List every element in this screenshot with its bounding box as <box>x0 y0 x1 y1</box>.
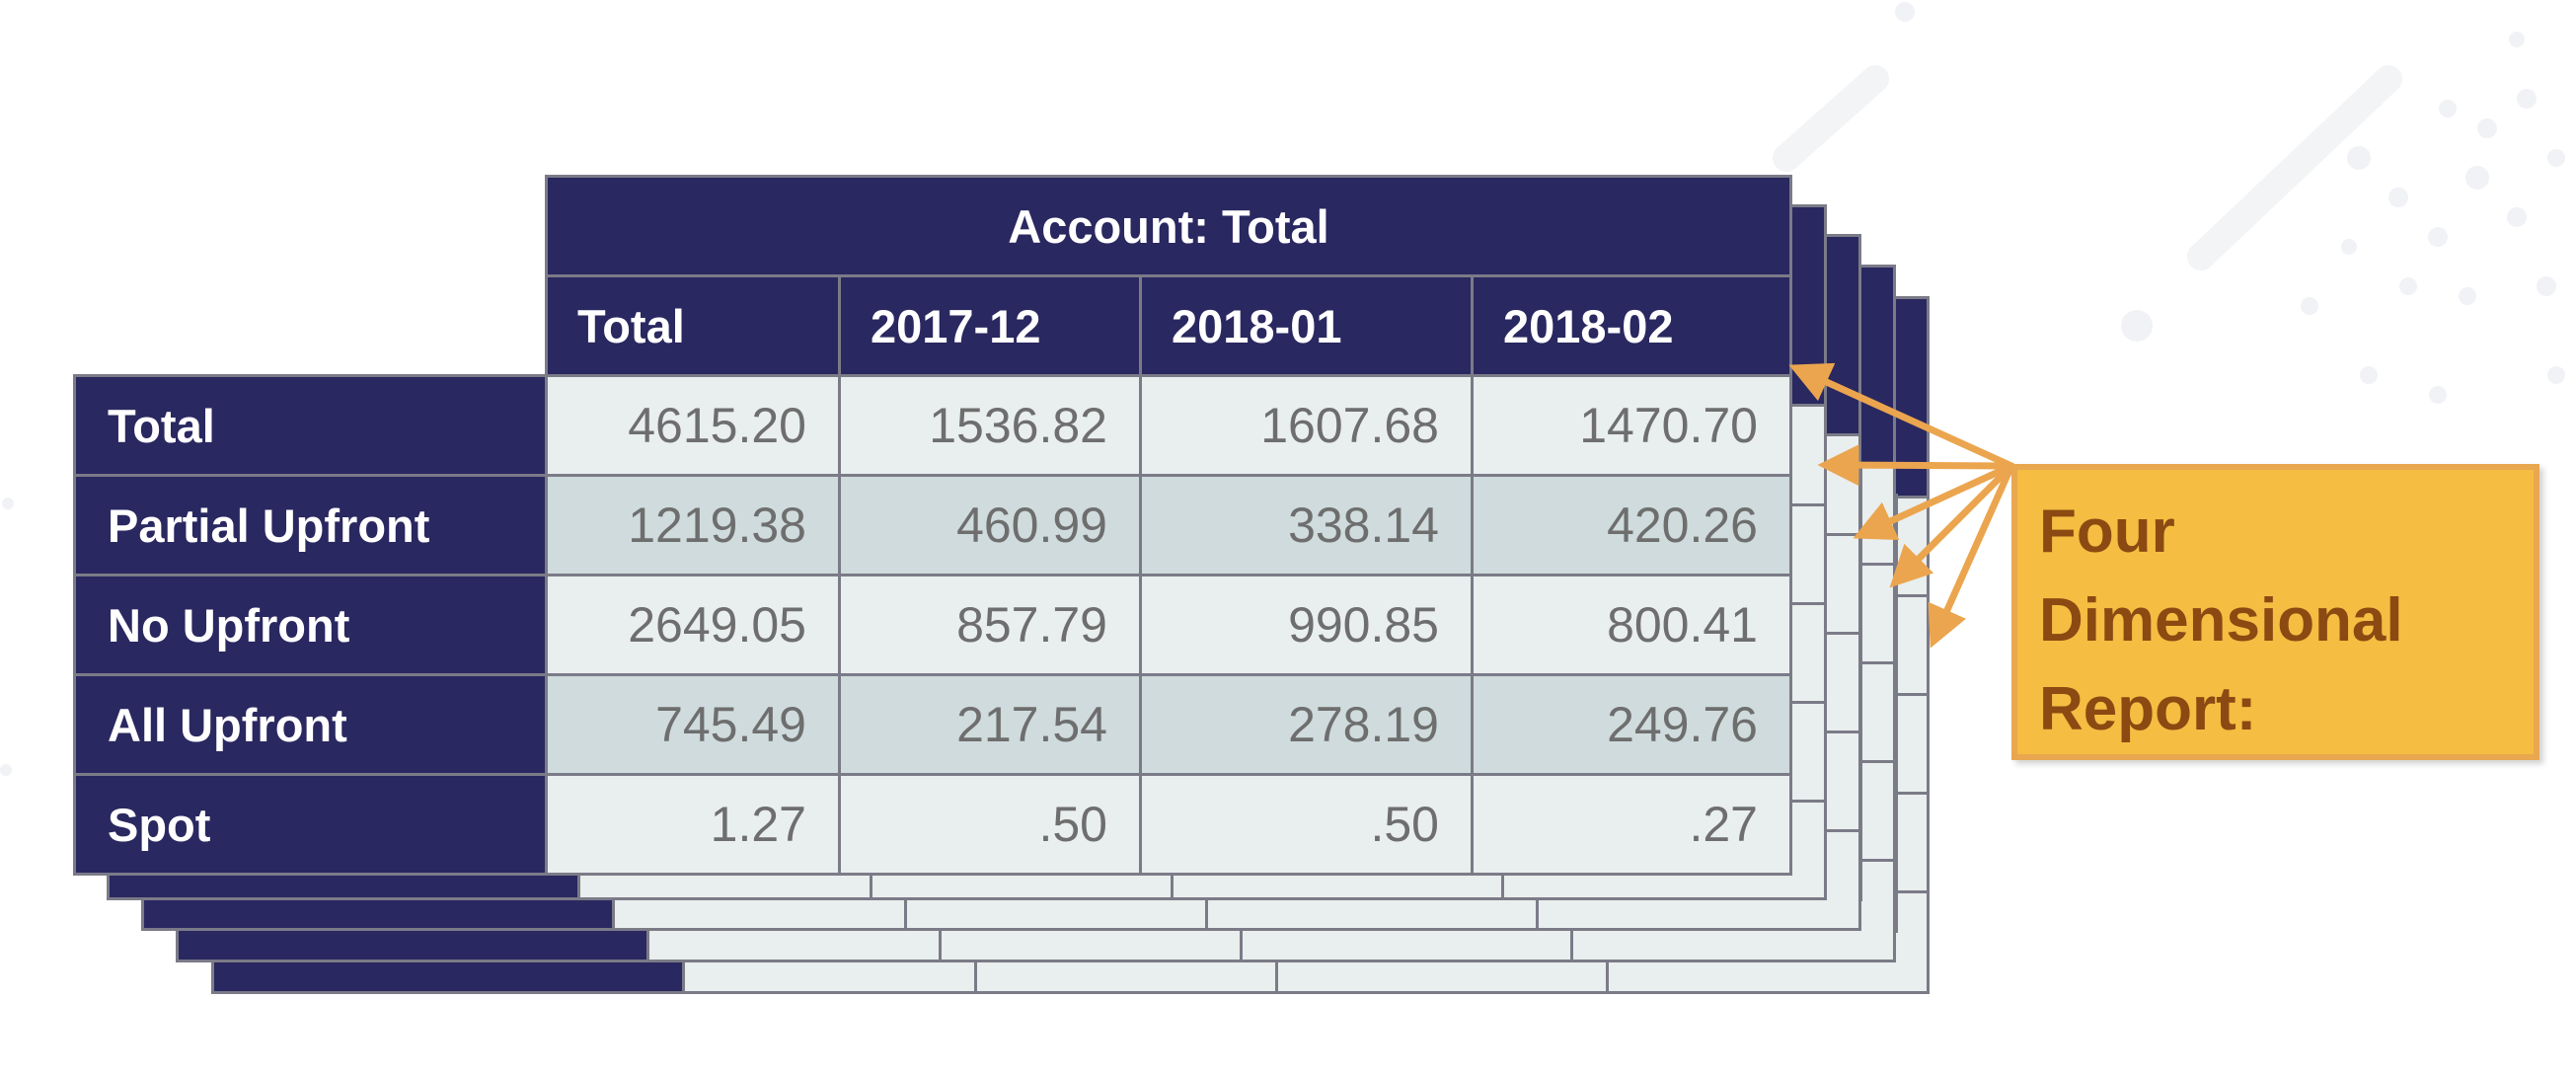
column-header: 2018-01 <box>1139 274 1474 377</box>
table-cell: 1536.82 <box>838 374 1142 477</box>
table-cell: 990.85 <box>1139 574 1474 676</box>
row-header: All Upfront <box>73 673 548 776</box>
table-cell: .50 <box>1139 773 1474 876</box>
annotation-label: Four Dimensional Report: <box>2039 498 2403 743</box>
table-cell: 745.49 <box>545 673 841 776</box>
column-header: 2017-12 <box>838 274 1142 377</box>
table-cell: 857.79 <box>838 574 1142 676</box>
table-cell: 1.27 <box>545 773 841 876</box>
table-row: Partial Upfront 1219.38 460.99 338.14 42… <box>73 474 1792 576</box>
table-cell: 2649.05 <box>545 574 841 676</box>
table-cell: .50 <box>838 773 1142 876</box>
account-header: Account: Total <box>545 175 1792 277</box>
table-corner <box>75 276 547 376</box>
report-table: Account: Total Total 2017-12 2018-01 201… <box>73 175 1792 876</box>
column-header: 2018-02 <box>1471 274 1792 377</box>
table-cell: 800.41 <box>1471 574 1792 676</box>
annotation-callout: Four Dimensional Report: <box>2011 464 2539 760</box>
table-row: No Upfront 2649.05 857.79 990.85 800.41 <box>73 574 1792 676</box>
table-cell: 217.54 <box>838 673 1142 776</box>
row-header: Total <box>73 374 548 477</box>
table-row: Total 4615.20 1536.82 1607.68 1470.70 <box>73 374 1792 477</box>
table-row: All Upfront 745.49 217.54 278.19 249.76 <box>73 673 1792 776</box>
table-cell: 1470.70 <box>1471 374 1792 477</box>
table-cell: 420.26 <box>1471 474 1792 576</box>
table-cell: 4615.20 <box>545 374 841 477</box>
row-header: No Upfront <box>73 574 548 676</box>
table-row: Spot 1.27 .50 .50 .27 <box>73 773 1792 876</box>
table-cell: 278.19 <box>1139 673 1474 776</box>
row-header: Spot <box>73 773 548 876</box>
table-cell: 460.99 <box>838 474 1142 576</box>
table-cell: 249.76 <box>1471 673 1792 776</box>
column-header: Total <box>545 274 841 377</box>
row-header: Partial Upfront <box>73 474 548 576</box>
table-cell: 338.14 <box>1139 474 1474 576</box>
table-cell: 1219.38 <box>545 474 841 576</box>
table-corner <box>75 177 547 276</box>
table-cell: .27 <box>1471 773 1792 876</box>
table-cell: 1607.68 <box>1139 374 1474 477</box>
